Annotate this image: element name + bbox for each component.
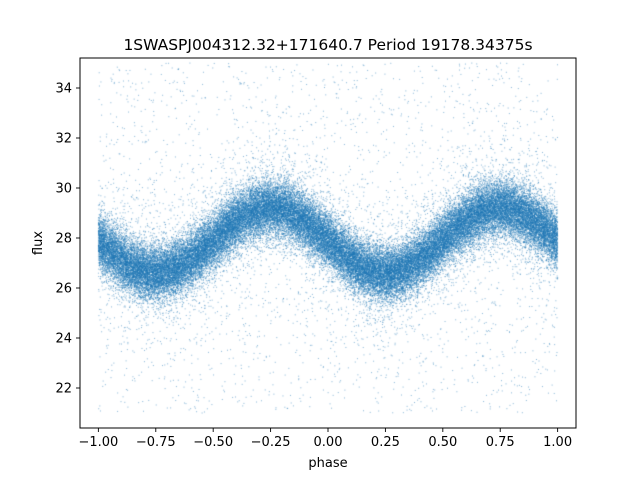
y-tick-label: 34 xyxy=(55,82,72,97)
x-tick-label: 0.00 xyxy=(314,435,343,450)
y-axis-label: flux xyxy=(31,231,46,255)
x-tick-label: 0.75 xyxy=(486,435,515,450)
plot-area xyxy=(79,57,577,429)
y-axis: 22 24 26 28 30 32 34 xyxy=(55,82,80,397)
y-tick-label: 22 xyxy=(55,382,72,397)
chart-title: 1SWASPJ004312.32+171640.7 Period 19178.3… xyxy=(123,36,532,54)
y-tick-label: 24 xyxy=(55,332,72,347)
y-tick-label: 26 xyxy=(55,282,72,297)
x-axis-label: phase xyxy=(308,456,347,471)
x-tick-label: −1.00 xyxy=(78,435,118,450)
x-tick-label: −0.75 xyxy=(136,435,176,450)
y-tick-label: 30 xyxy=(55,182,72,197)
x-tick-label: 0.25 xyxy=(371,435,400,450)
x-tick-label: −0.50 xyxy=(193,435,233,450)
y-tick-label: 32 xyxy=(55,132,72,147)
x-tick-label: 0.50 xyxy=(428,435,457,450)
x-axis: −1.00 −0.75 −0.50 −0.25 0.00 0.25 0.50 0.75 1.00 xyxy=(78,428,572,450)
y-tick-label: 28 xyxy=(55,232,72,247)
scatter-points xyxy=(80,58,576,428)
x-tick-label: 1.00 xyxy=(543,435,572,450)
x-tick-label: −0.25 xyxy=(251,435,291,450)
